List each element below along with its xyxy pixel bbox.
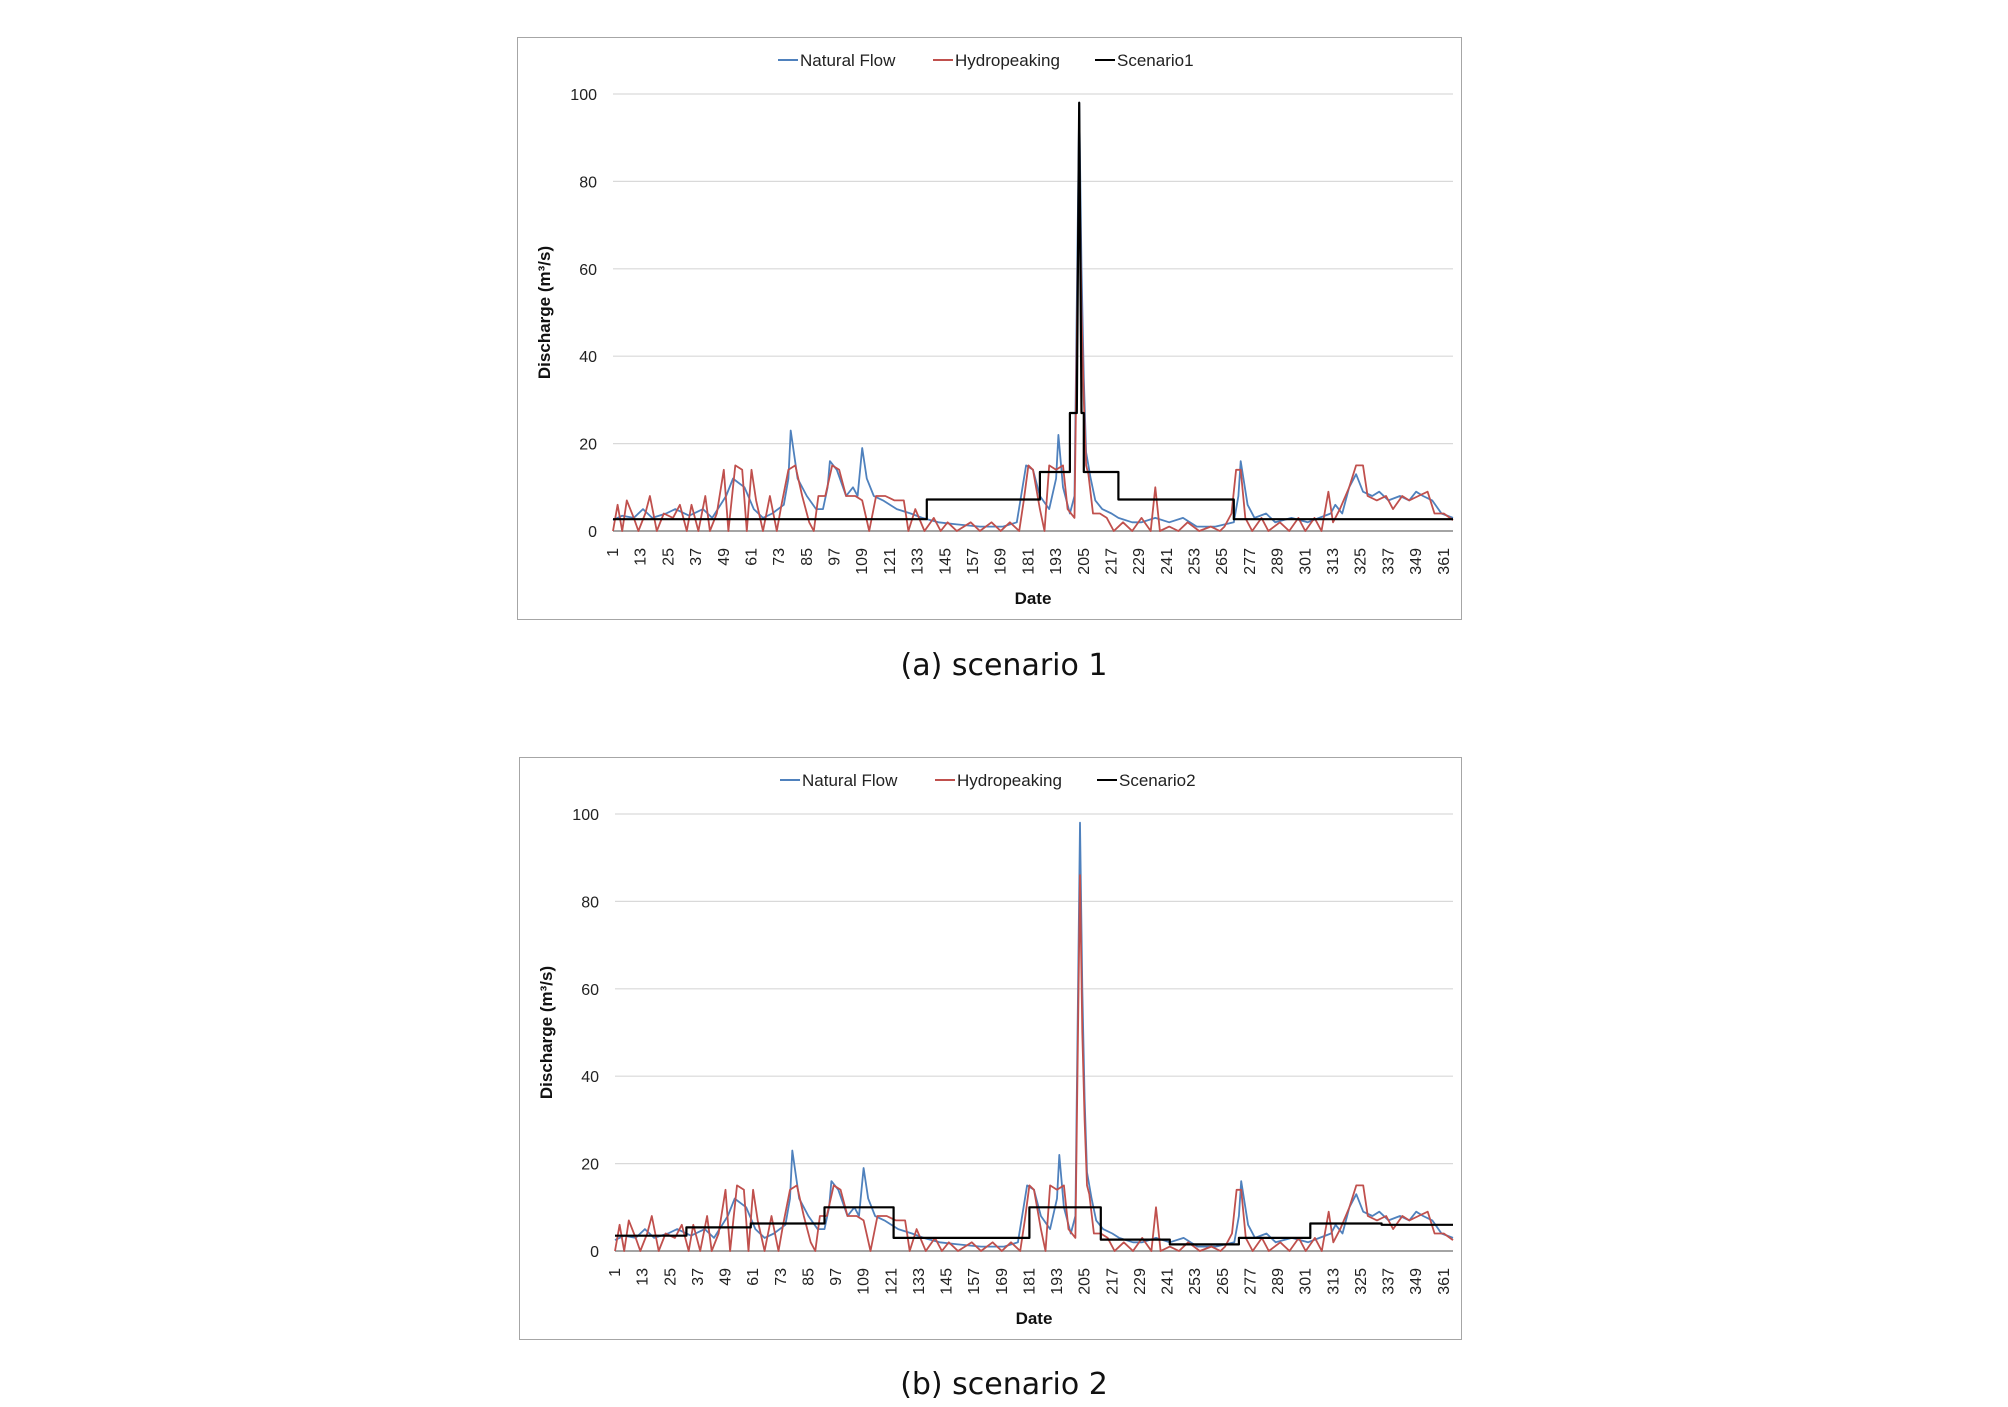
y-axis-title: Discharge (m³/s) [535,246,554,379]
x-tick-label: 193 [1048,548,1065,575]
x-tick-label: 241 [1160,1268,1177,1295]
x-tick-label: 205 [1076,548,1093,575]
x-tick-label: 229 [1132,1268,1149,1295]
x-tick-label: 61 [743,548,760,566]
x-tick-label: 169 [994,1268,1011,1295]
y-tick-label: 0 [588,524,597,541]
chart-svg-a: 0 20 40 60 80 100 1 13 25 37 49 61 73 85 97 109 121 133 14… [535,51,1454,608]
x-tick-label: 85 [799,548,816,566]
x-tick-label: 253 [1187,548,1204,575]
x-tick-label: 313 [1325,548,1342,575]
x-tick-label: 217 [1103,548,1120,575]
y-tick-label: 20 [581,1157,599,1174]
x-tick-label: 349 [1408,548,1425,575]
x-tick-label: 25 [662,1268,679,1286]
legend-label-hydropeaking: Hydropeaking [955,51,1060,70]
x-tick-label: 277 [1242,548,1259,575]
caption-a: (a) scenario 1 [900,648,1108,683]
series-line-scenario2 [615,1206,1453,1246]
y-tick-label: 80 [579,174,597,191]
x-tick-label: 205 [1077,1268,1094,1295]
x-tick-label: 181 [1021,1268,1038,1295]
x-tick-label: 349 [1408,1268,1425,1295]
x-tick-label: 229 [1131,548,1148,575]
x-tick-label: 61 [745,1268,762,1286]
x-tick-label: 85 [800,1268,817,1286]
x-tick-label: 49 [716,548,733,566]
x-tick-label: 121 [883,1268,900,1295]
x-tick-label: 337 [1380,548,1397,575]
x-tick-label: 37 [690,1268,707,1286]
x-tick-label: 337 [1381,1268,1398,1295]
series-line-hydropeaking [614,874,1454,1252]
x-tick-label: 169 [993,548,1010,575]
y-tick-label: 0 [590,1244,599,1261]
x-tick-label: 13 [633,548,650,566]
x-tick-label: 301 [1297,548,1314,575]
legend-label-natural-flow: Natural Flow [802,771,898,790]
x-tick-label: 325 [1353,1268,1370,1295]
y-tick-label: 20 [579,437,597,454]
x-axis-title: Date [1015,589,1052,608]
x-tick-label: 289 [1270,1268,1287,1295]
x-tick-label: 133 [911,1268,928,1295]
x-tick-label: 181 [1020,548,1037,575]
x-tick-label: 289 [1270,548,1287,575]
x-tick-label: 325 [1353,548,1370,575]
x-tick-label: 1 [607,1268,624,1277]
x-tick-label: 73 [773,1268,790,1286]
series-line-natural-flow [614,821,1454,1248]
x-tick-label: 97 [828,1268,845,1286]
legend-label-natural-flow: Natural Flow [800,51,896,70]
x-tick-label: 361 [1436,548,1453,575]
x-tick-label: 73 [771,548,788,566]
legend-label-scenario2: Scenario2 [1119,771,1196,790]
series-line-natural-flow [612,101,1454,528]
x-tick-label: 157 [966,1268,983,1295]
y-tick-label: 60 [581,982,599,999]
x-tick-label: 25 [660,548,677,566]
y-tick-label: 40 [581,1069,599,1086]
caption-b: (b) scenario 2 [900,1367,1108,1402]
x-tick-label: 13 [635,1268,652,1286]
x-tick-label: 145 [939,1268,956,1295]
legend-label-scenario1: Scenario1 [1117,51,1194,70]
y-tick-label: 100 [570,87,597,104]
x-tick-label: 121 [882,548,899,575]
x-tick-label: 193 [1049,1268,1066,1295]
x-tick-label: 109 [854,548,871,575]
x-tick-label: 277 [1242,1268,1259,1295]
x-tick-label: 301 [1298,1268,1315,1295]
x-tick-label: 265 [1214,548,1231,575]
x-tick-label: 253 [1187,1268,1204,1295]
y-axis-title: Discharge (m³/s) [537,966,556,1099]
series-line-hydropeaking [612,154,1454,532]
x-tick-label: 217 [1104,1268,1121,1295]
series-line-scenario1 [613,101,1453,521]
x-tick-label: 157 [965,548,982,575]
y-tick-label: 40 [579,349,597,366]
x-tick-label: 313 [1325,1268,1342,1295]
x-tick-label: 133 [910,548,927,575]
legend-label-hydropeaking: Hydropeaking [957,771,1062,790]
x-tick-label: 37 [688,548,705,566]
x-tick-label: 49 [718,1268,735,1286]
x-tick-label: 97 [827,548,844,566]
x-tick-label: 145 [937,548,954,575]
x-tick-label: 361 [1436,1268,1453,1295]
x-axis-title: Date [1016,1309,1053,1328]
chart-panel-b: 0 20 40 60 80 100 1 13 25 37 49 61 73 85 97 109 121 133 14… [519,757,1462,1340]
y-tick-label: 60 [579,262,597,279]
x-tick-label: 1 [605,548,622,557]
y-tick-label: 80 [581,894,599,911]
chart-panel-a: 0 20 40 60 80 100 1 13 25 37 49 61 73 85 97 109 121 133 14… [517,37,1462,620]
x-tick-label: 109 [856,1268,873,1295]
x-tick-label: 265 [1215,1268,1232,1295]
x-tick-label: 241 [1159,548,1176,575]
y-tick-label: 100 [572,807,599,824]
chart-svg-b: 0 20 40 60 80 100 1 13 25 37 49 61 73 85 97 109 121 133 14… [537,771,1454,1328]
